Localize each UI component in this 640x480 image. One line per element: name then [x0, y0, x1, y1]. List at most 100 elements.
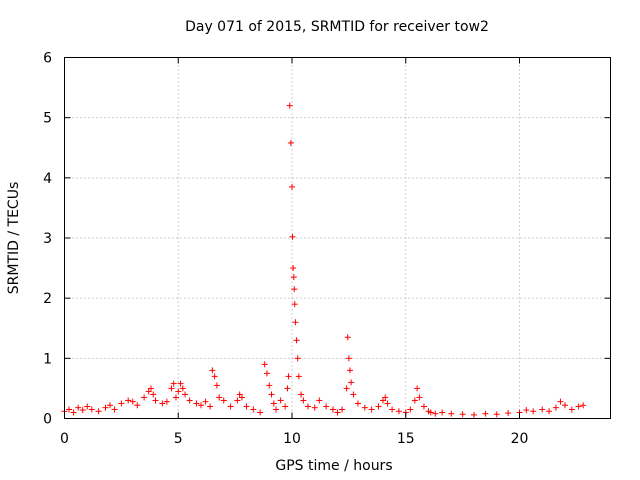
data-point [380, 397, 386, 404]
data-points [61, 102, 587, 418]
data-point [236, 391, 243, 398]
data-point [384, 400, 391, 407]
data-point [261, 361, 268, 368]
data-point [557, 398, 564, 405]
y-tick-label: 1 [43, 351, 52, 367]
data-point [193, 400, 200, 407]
data-point [79, 407, 86, 414]
data-point [75, 404, 82, 411]
y-tick-label: 3 [43, 231, 52, 247]
data-point [361, 404, 368, 411]
data-point [207, 403, 214, 410]
data-point [334, 409, 341, 416]
data-point [568, 406, 575, 413]
data-point [266, 382, 273, 389]
data-point [316, 397, 323, 404]
data-point [141, 394, 148, 401]
data-point [311, 404, 318, 411]
y-tick-label: 6 [43, 51, 52, 67]
data-point [411, 397, 418, 404]
x-tick-label: 15 [397, 431, 415, 447]
y-tick-label: 5 [43, 111, 52, 127]
data-point [84, 403, 91, 410]
data-point [530, 408, 537, 415]
data-point [284, 385, 291, 392]
data-point [213, 382, 220, 389]
data-point [539, 406, 546, 413]
data-point [243, 403, 250, 410]
data-point [270, 400, 277, 407]
data-point [107, 402, 113, 409]
data-point [347, 367, 354, 374]
data-point [182, 391, 189, 398]
data-point [562, 402, 568, 409]
y-tick-labels: 0 1 2 3 4 5 6 [43, 51, 52, 428]
data-point [134, 402, 141, 409]
data-point [344, 334, 351, 341]
data-point [263, 370, 270, 377]
x-axis-label: GPS time / hours [275, 458, 392, 474]
data-point [118, 400, 125, 407]
data-point [348, 379, 355, 386]
data-point [343, 385, 350, 392]
data-point [395, 408, 402, 415]
data-point [125, 397, 132, 404]
data-point [88, 406, 95, 413]
data-point [407, 406, 414, 413]
data-point [339, 406, 346, 413]
data-point [448, 410, 455, 417]
data-point [285, 373, 292, 380]
data-point [523, 407, 530, 414]
data-point [291, 301, 298, 308]
data-point [257, 409, 264, 416]
grid-lines [64, 57, 611, 419]
data-point [168, 385, 175, 392]
data-point [552, 404, 559, 411]
data-point [277, 397, 284, 404]
data-point [416, 394, 423, 401]
chart-title: Day 071 of 2015, SRMTID for receiver tow… [185, 19, 489, 35]
data-point [152, 397, 159, 404]
x-tick-label: 20 [511, 431, 529, 447]
axis-ticks [64, 57, 611, 419]
data-point [234, 397, 241, 404]
data-point [575, 403, 582, 410]
data-point [287, 139, 294, 146]
data-point [282, 403, 289, 410]
data-point [368, 406, 375, 413]
data-point [375, 403, 382, 410]
data-point [186, 397, 193, 404]
data-point [238, 394, 245, 401]
data-point [298, 391, 305, 398]
data-point [145, 388, 152, 395]
data-point [294, 355, 301, 362]
y-axis-label: SRMTID / TECUs [6, 182, 22, 295]
data-point [163, 398, 170, 405]
data-point [172, 394, 179, 401]
data-point [177, 380, 184, 387]
data-point [202, 398, 209, 405]
data-point [471, 411, 477, 418]
data-point [420, 403, 427, 410]
data-point [354, 400, 361, 407]
data-point [546, 408, 553, 415]
data-point [211, 373, 218, 380]
data-point [268, 391, 275, 398]
data-point [289, 183, 295, 190]
data-point [150, 391, 157, 398]
data-point [111, 406, 118, 413]
y-tick-label: 2 [43, 291, 52, 307]
data-point [389, 406, 396, 413]
data-point [70, 409, 77, 416]
data-point [382, 394, 389, 401]
data-point [291, 286, 298, 293]
x-tick-label: 10 [283, 431, 301, 447]
data-point [580, 402, 587, 409]
data-point [102, 404, 109, 411]
data-point [179, 385, 186, 392]
data-point [432, 410, 439, 417]
y-tick-label: 0 [43, 412, 52, 428]
data-point [304, 403, 311, 410]
data-point [129, 398, 136, 405]
data-point [439, 409, 446, 416]
